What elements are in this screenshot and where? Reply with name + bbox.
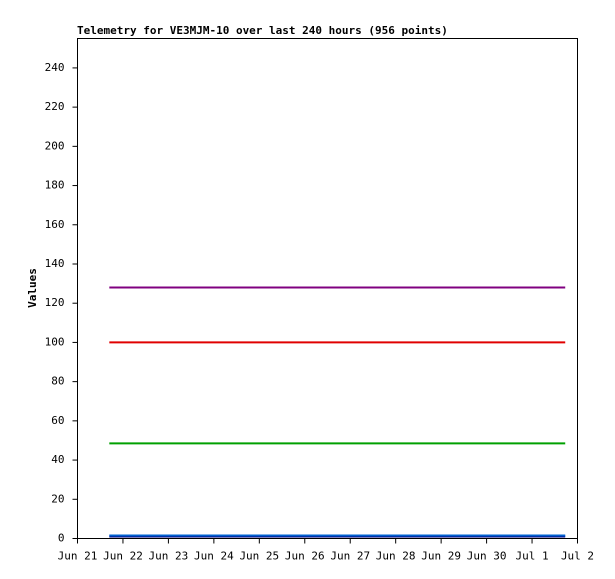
- x-tick-label: Jun 30: [467, 550, 507, 563]
- x-tick-label: Jun 28: [376, 550, 416, 563]
- x-tick-label: Jun 24: [194, 550, 234, 563]
- y-tick-label: 220: [45, 100, 65, 113]
- y-axis-label: Values: [26, 268, 39, 308]
- y-tick-label: 200: [45, 139, 65, 152]
- y-tick-label: 140: [45, 257, 65, 270]
- x-tick-label: Jul 1: [515, 550, 548, 563]
- x-tick-label: Jun 23: [149, 550, 189, 563]
- y-tick-label: 80: [51, 375, 64, 388]
- y-tick-label: 160: [45, 218, 65, 231]
- x-tick-label: Jun 26: [285, 550, 325, 563]
- y-tick-label: 240: [45, 61, 65, 74]
- plot-frame: [77, 38, 578, 539]
- x-tick-label: Jun 27: [330, 550, 370, 563]
- x-tick-label: Jul 2: [561, 550, 594, 563]
- y-tick-label: 0: [58, 532, 65, 545]
- y-tick-label: 180: [45, 179, 65, 192]
- x-tick-label: Jun 29: [421, 550, 461, 563]
- y-tick-label: 60: [51, 414, 64, 427]
- x-tick-label: Jun 21: [58, 550, 98, 563]
- y-tick-label: 20: [51, 492, 64, 505]
- y-tick-label: 100: [45, 335, 65, 348]
- x-tick-label: Jun 25: [239, 550, 279, 563]
- x-tick-label: Jun 22: [103, 550, 143, 563]
- y-tick-label: 40: [51, 453, 64, 466]
- chart-title: Telemetry for VE3MJM-10 over last 240 ho…: [77, 24, 448, 37]
- y-tick-label: 120: [45, 296, 65, 309]
